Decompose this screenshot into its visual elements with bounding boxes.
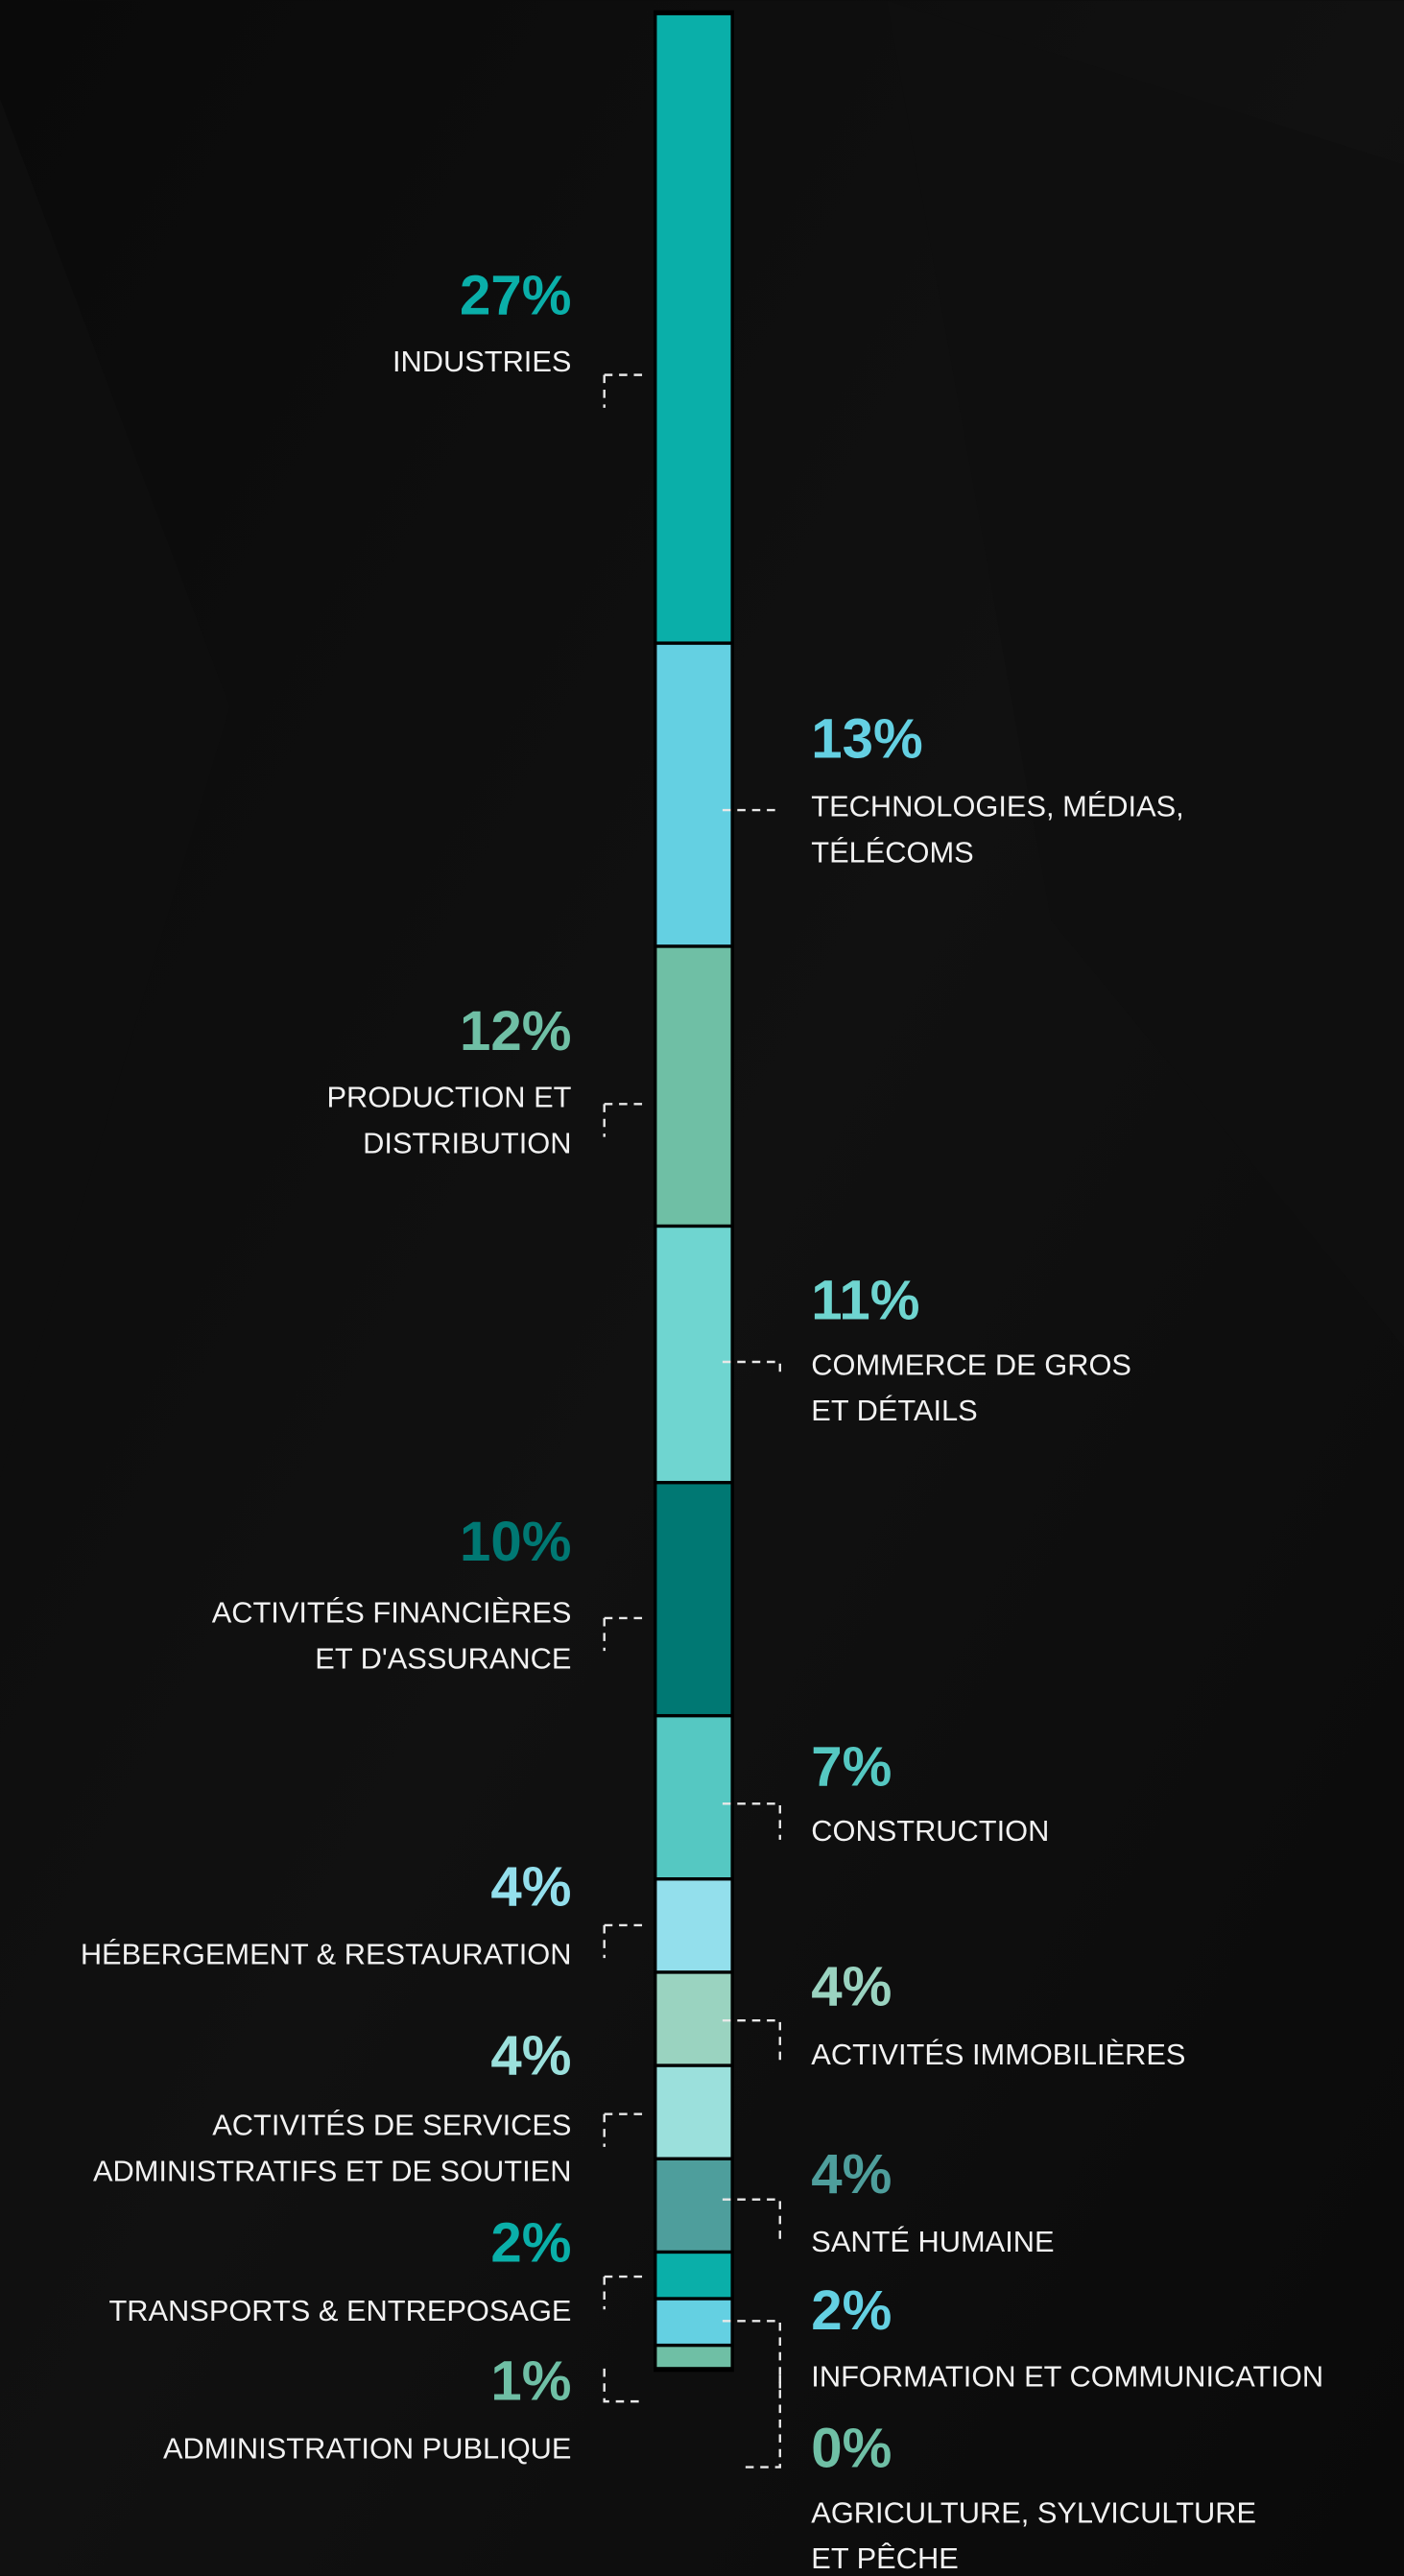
bar-segment [656,2300,731,2344]
connector [603,1923,646,1959]
category-label: AGRICULTURE, SYLVICULTURE [811,2495,1256,2529]
percent-label: 11% [811,1269,919,1331]
bar-segment [656,947,731,1225]
percent-label: 10% [460,1511,571,1573]
percent-label: 12% [460,1000,571,1062]
connector [722,1802,781,1840]
connector [722,2018,781,2061]
category-label: ACTIVITÉS DE SERVICES [212,2109,571,2142]
connector [603,2112,646,2147]
bar-segment [656,14,731,642]
bar-segment [656,1717,731,1878]
connector [603,1616,646,1652]
category-label: TECHNOLOGIES, MÉDIAS, [811,789,1183,823]
category-label: ACTIVITÉS IMMOBILIÈRES [811,2038,1185,2071]
bar-segment [656,2347,731,2368]
bar-segment [656,1228,731,1482]
connector [722,2320,781,2389]
connector [722,2198,781,2246]
connector [603,373,646,408]
connector [603,2368,646,2403]
connector [722,1360,781,1372]
percent-label: 27% [460,264,571,326]
category-label: COMMERCE DE GROS [811,1348,1131,1381]
category-label: HÉBERGEMENT & RESTAURATION [81,1938,572,1971]
category-label: ET PÊCHE [811,2541,958,2575]
category-label: ACTIVITÉS FINANCIÈRES [212,1596,572,1630]
percent-label: 4% [811,2143,892,2206]
percent-label: 4% [490,2025,571,2087]
percent-label: 2% [811,2279,892,2342]
category-label: ADMINISTRATIFS ET DE SOUTIEN [93,2154,572,2187]
decor [887,0,1404,1348]
category-label: PRODUCTION ET [327,1080,572,1113]
percent-label: 4% [490,1855,571,1918]
category-label: TRANSPORTS & ENTREPOSAGE [108,2294,571,2327]
percent-label: 2% [490,2212,571,2275]
category-label: CONSTRUCTION [811,1814,1049,1848]
bar-segment [656,2159,731,2251]
bar-segment [656,1880,731,1971]
percent-label: 1% [490,2349,571,2412]
percent-label: 4% [811,1956,892,2018]
category-label: ADMINISTRATION PUBLIQUE [163,2432,572,2466]
category-label: INDUSTRIES [393,345,572,378]
bar-segment [656,1973,731,2064]
connector [739,2374,781,2469]
bar-segment [656,644,731,945]
bar-segment [656,2254,731,2298]
bar-segment [656,1484,731,1714]
decor [0,99,230,1479]
percent-label: 7% [811,1735,892,1798]
category-label: DISTRIBUTION [363,1126,571,1159]
category-label: INFORMATION ET COMMUNICATION [811,2359,1323,2393]
connector [603,2275,646,2310]
bar-segment [656,2066,731,2158]
connector [603,1103,646,1137]
percent-label: 0% [811,2418,892,2480]
category-label: ET D'ASSURANCE [315,1642,571,1676]
category-label: SANTÉ HUMAINE [811,2225,1054,2258]
category-label: TÉLÉCOMS [811,835,973,869]
percent-label: 13% [811,707,922,770]
category-label: ET DÉTAILS [811,1394,977,1427]
